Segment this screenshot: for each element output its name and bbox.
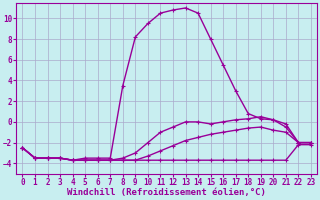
X-axis label: Windchill (Refroidissement éolien,°C): Windchill (Refroidissement éolien,°C): [67, 188, 266, 197]
